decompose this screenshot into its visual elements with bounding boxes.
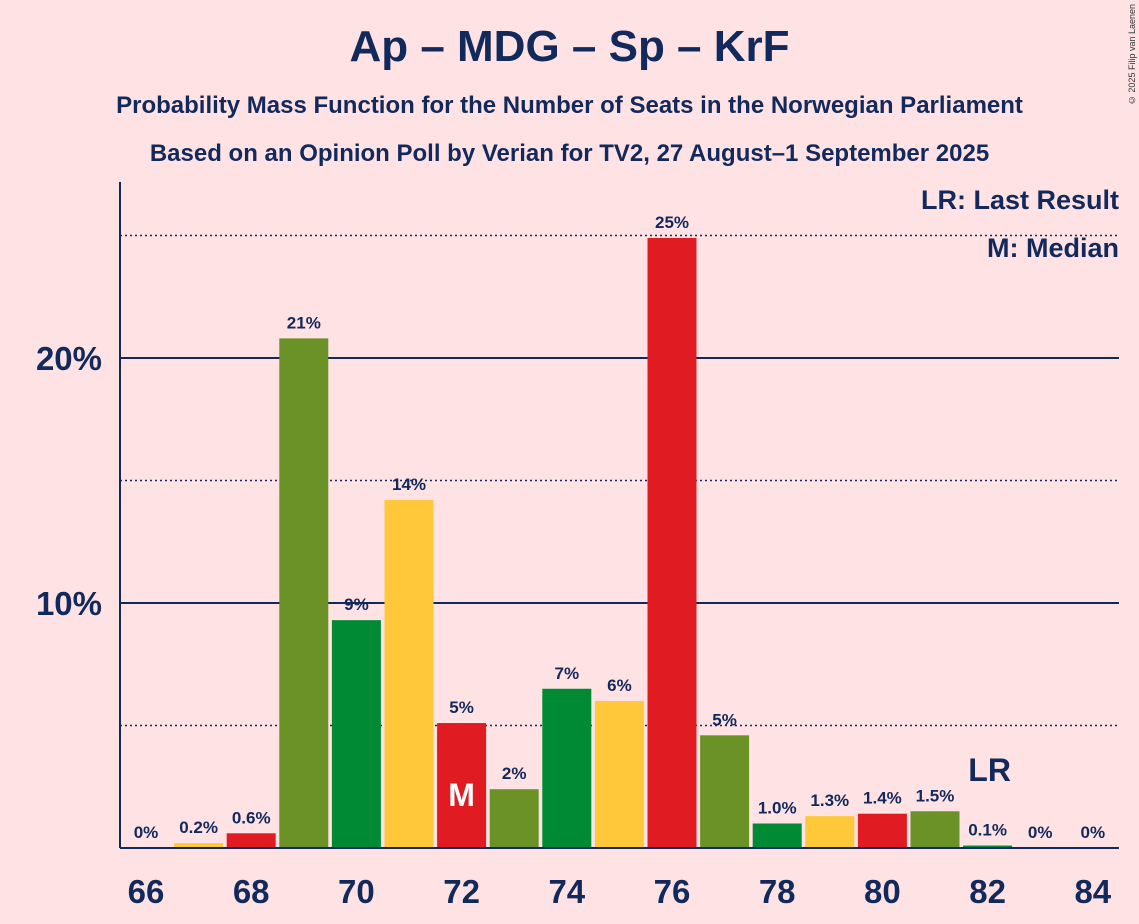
data-label: 9% xyxy=(344,595,369,614)
chart-subtitle: Probability Mass Function for the Number… xyxy=(116,92,1023,119)
data-label: 14% xyxy=(392,475,426,494)
data-label: 1.5% xyxy=(916,786,955,805)
x-tick-label: 76 xyxy=(654,873,691,910)
bar xyxy=(174,843,224,848)
bar xyxy=(752,823,802,848)
data-label: 0.2% xyxy=(179,818,218,837)
bar xyxy=(857,813,907,848)
chart-source: Based on an Opinion Poll by Verian for T… xyxy=(149,140,990,167)
data-label: 0.1% xyxy=(968,821,1007,840)
data-label: 5% xyxy=(449,698,474,717)
y-tick-label: 20% xyxy=(36,340,102,377)
bar xyxy=(226,833,276,848)
data-label: 0% xyxy=(1081,823,1106,842)
x-tick-label: 84 xyxy=(1074,873,1111,910)
x-tick-label: 68 xyxy=(233,873,270,910)
bar xyxy=(805,816,855,848)
data-label: 0.6% xyxy=(232,808,271,827)
x-tick-label: 70 xyxy=(338,873,375,910)
data-label: 25% xyxy=(655,213,689,232)
x-tick-label: 66 xyxy=(128,873,165,910)
data-label: 6% xyxy=(607,676,632,695)
data-label: 0% xyxy=(134,823,159,842)
bar xyxy=(647,237,697,848)
data-label: 1.3% xyxy=(810,791,849,810)
bar xyxy=(437,723,487,848)
data-label: 21% xyxy=(287,313,321,332)
chart-title: Ap – MDG – Sp – KrF xyxy=(349,22,790,71)
bar xyxy=(279,338,329,848)
data-label: 5% xyxy=(712,710,737,729)
bar xyxy=(963,845,1013,848)
bar xyxy=(489,789,539,848)
data-label: 2% xyxy=(502,764,527,783)
bar xyxy=(700,735,750,848)
y-tick-label: 10% xyxy=(36,585,102,622)
bar xyxy=(910,811,960,848)
legend-last-result: LR: Last Result xyxy=(920,185,1119,215)
x-tick-label: 74 xyxy=(548,873,585,910)
bar xyxy=(542,688,592,848)
legend-median: M: Median xyxy=(987,233,1119,263)
data-label: 7% xyxy=(555,664,580,683)
data-label: 1.4% xyxy=(863,789,902,808)
x-tick-label: 82 xyxy=(969,873,1006,910)
bar xyxy=(594,701,644,848)
x-tick-label: 72 xyxy=(443,873,480,910)
data-label: 0% xyxy=(1028,823,1053,842)
x-tick-label: 78 xyxy=(759,873,796,910)
data-label: 1.0% xyxy=(758,799,797,818)
bar xyxy=(384,500,434,848)
x-tick-label: 80 xyxy=(864,873,901,910)
bar xyxy=(331,620,381,848)
last-result-marker: LR xyxy=(968,752,1011,788)
median-marker: M xyxy=(448,777,475,813)
